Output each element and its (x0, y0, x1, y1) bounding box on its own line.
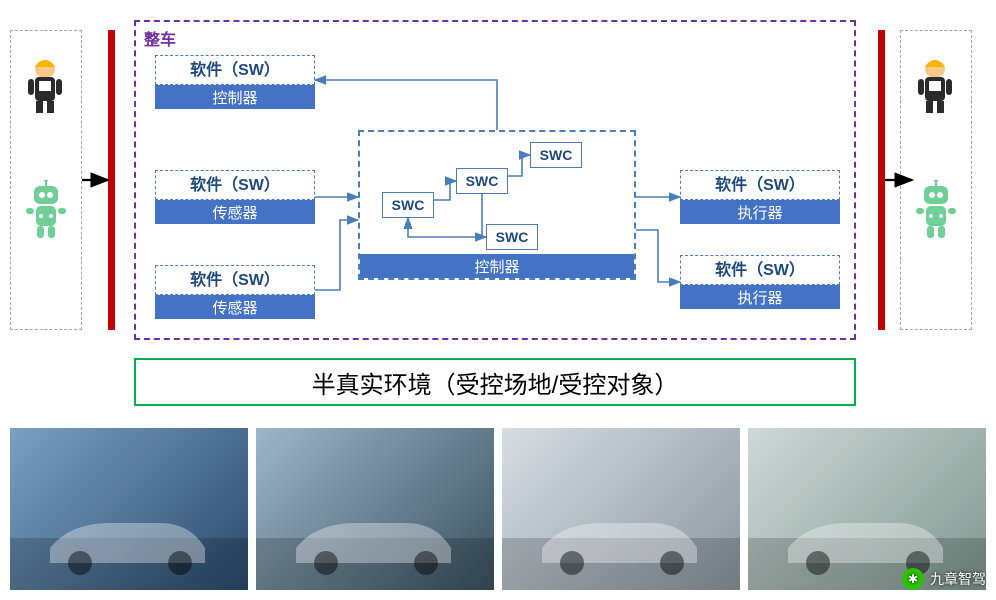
block-sw-label: 软件（SW） (680, 255, 840, 285)
block-sw-label: 软件（SW） (155, 55, 315, 85)
swc-node: SWC (456, 168, 508, 194)
block-sw-label: 软件（SW） (680, 170, 840, 200)
watermark-text: 九章智驾 (930, 569, 986, 589)
block-bar-label: 控制器 (155, 85, 315, 109)
block-bar-label: 执行器 (680, 285, 840, 309)
wechat-icon: ✱ (902, 568, 924, 590)
block-exec1: 软件（SW）执行器 (680, 170, 840, 224)
photo-pedestrian-test (748, 428, 986, 590)
robot-icon (912, 180, 960, 245)
photo-aeb-test (502, 428, 740, 590)
photo-test-track (10, 428, 248, 590)
swc-node: SWC (382, 192, 434, 218)
block-exec2: 软件（SW）执行器 (680, 255, 840, 309)
environment-text: 半真实环境（受控场地/受控对象） (136, 365, 854, 400)
worker-icon (912, 55, 958, 120)
block-sens2: 软件（SW）传感器 (155, 265, 315, 319)
diagram-canvas: 整车 控制器 半真实环境（受控场地/受控对象） 软件（SW）控制器软件（SW）传… (0, 0, 996, 600)
vehicle-title: 整车 (144, 26, 176, 50)
block-sw-label: 软件（SW） (155, 170, 315, 200)
watermark: ✱ 九章智驾 (902, 568, 986, 590)
robot-icon (22, 180, 70, 245)
block-sens1: 软件（SW）传感器 (155, 170, 315, 224)
right-red-bar (878, 30, 885, 330)
worker-icon (22, 55, 68, 120)
swc-node: SWC (486, 224, 538, 250)
photo-steering-wheel (256, 428, 494, 590)
block-bar-label: 传感器 (155, 295, 315, 319)
environment-box: 半真实环境（受控场地/受控对象） (134, 358, 856, 406)
block-bar-label: 传感器 (155, 200, 315, 224)
swc-node: SWC (530, 142, 582, 168)
block-bar-label: 执行器 (680, 200, 840, 224)
block-sw-label: 软件（SW） (155, 265, 315, 295)
controller-mid-label: 控制器 (360, 254, 634, 278)
left-red-bar (108, 30, 115, 330)
block-ctrl_top: 软件（SW）控制器 (155, 55, 315, 109)
